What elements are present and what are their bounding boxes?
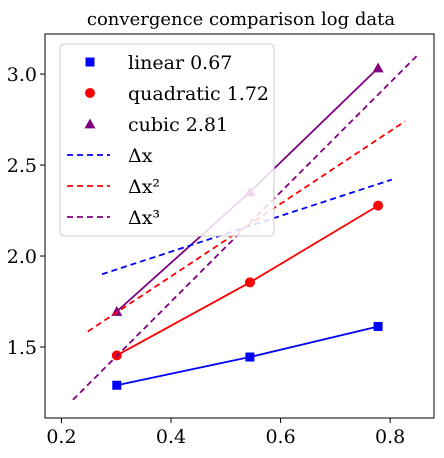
data-point (245, 352, 255, 362)
data-point (244, 277, 255, 288)
legend-entry: quadratic 1.72 (85, 83, 269, 105)
legend-entry: cubic 2.81 (84, 114, 228, 136)
legend-marker (84, 118, 96, 129)
data-point (373, 321, 383, 331)
legend-entry: Δx (67, 145, 153, 167)
y-tick-label: 3.0 (7, 64, 37, 86)
x-axis: 0.2 0.4 0.6 0.8 (46, 418, 405, 448)
legend-entry: linear 0.67 (85, 52, 232, 74)
legend-label: quadratic 1.72 (128, 83, 269, 105)
legend-label: Δx² (128, 176, 160, 198)
y-tick-label: 1.5 (7, 337, 37, 359)
data-point (372, 62, 384, 73)
legend-box (59, 43, 275, 237)
legend-label: Δx³ (128, 207, 160, 229)
x-tick-label: 0.6 (265, 426, 295, 448)
legend-label: linear 0.67 (128, 52, 232, 74)
legend-entry: Δx³ (67, 207, 160, 229)
x-tick-label: 0.8 (375, 426, 405, 448)
legend-entry: Δx² (67, 176, 160, 198)
legend-label: Δx (128, 145, 153, 167)
chart-title: convergence comparison log data (87, 9, 395, 30)
legend-marker (85, 88, 95, 98)
y-tick-label: 2.0 (7, 246, 37, 268)
legend-label: cubic 2.81 (128, 114, 228, 136)
series-0 (112, 321, 383, 390)
data-point (373, 200, 384, 211)
legend-marker (85, 57, 95, 67)
data-point (112, 380, 122, 390)
y-tick-label: 2.5 (7, 155, 37, 177)
y-axis: 1.5 2.0 2.5 3.0 (7, 64, 45, 359)
x-tick-label: 0.4 (156, 426, 186, 448)
legend: linear 0.67 quadratic 1.72 cubic 2.81 Δx Δx²… (59, 43, 275, 237)
plot-area (44, 33, 435, 419)
x-tick-label: 0.2 (46, 426, 76, 448)
